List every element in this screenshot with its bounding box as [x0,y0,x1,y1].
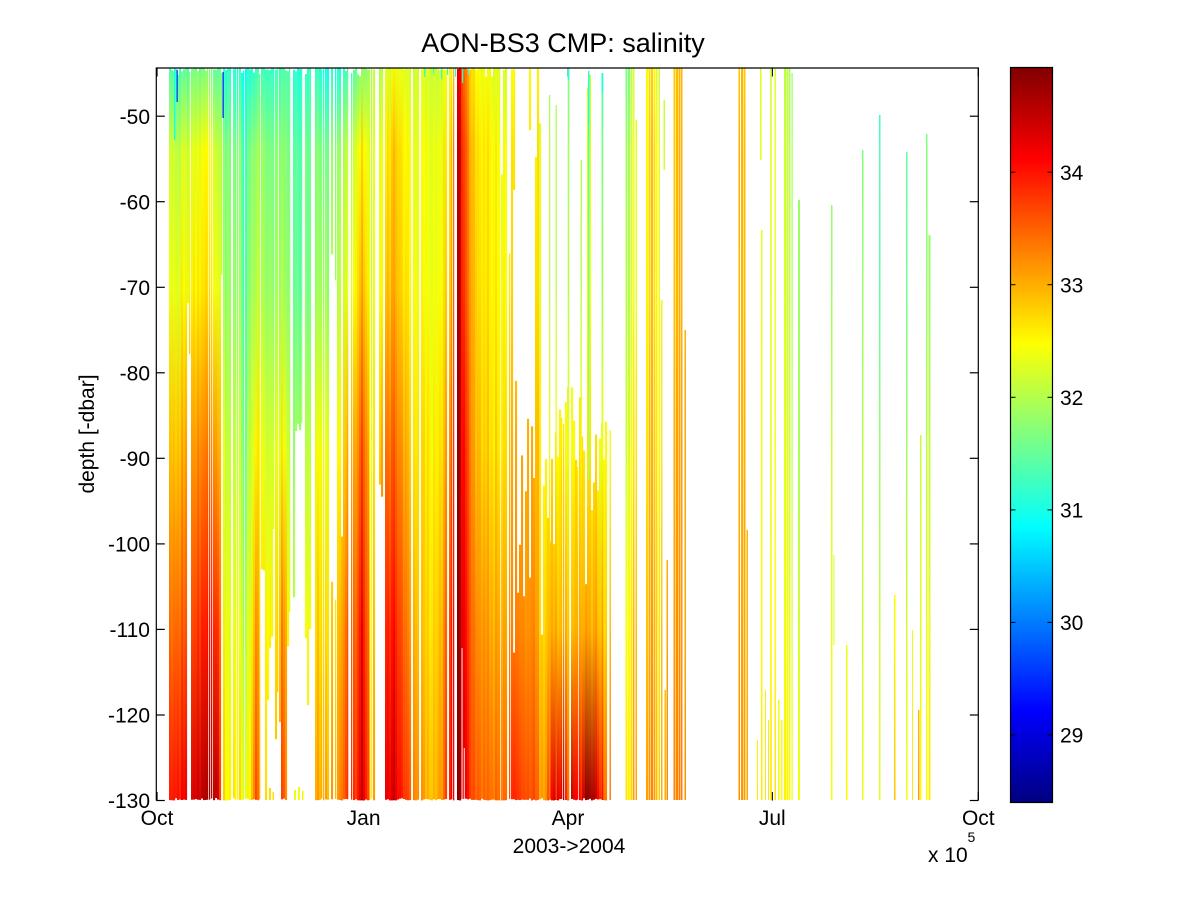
svg-text:Oct: Oct [962,807,995,830]
svg-text:Jan: Jan [347,807,381,830]
svg-text:32: 32 [1060,387,1083,410]
svg-text:-120: -120 [108,705,150,728]
svg-text:depth [-dbar]: depth [-dbar] [76,374,99,493]
svg-text:-70: -70 [120,277,150,300]
svg-text:34: 34 [1060,162,1084,185]
svg-text:AON-BS3 CMP: salinity: AON-BS3 CMP: salinity [421,28,705,58]
svg-text:Jul: Jul [759,807,786,830]
svg-text:-80: -80 [120,362,150,385]
svg-text:x 10: x 10 [928,844,968,867]
svg-text:2003->2004: 2003->2004 [513,835,626,858]
svg-text:30: 30 [1060,612,1083,635]
svg-text:Oct: Oct [141,807,174,830]
svg-text:-130: -130 [108,790,150,813]
svg-text:-90: -90 [120,448,150,471]
svg-text:-50: -50 [120,106,150,129]
svg-text:-100: -100 [108,534,150,557]
svg-text:29: 29 [1060,725,1083,748]
svg-text:31: 31 [1060,500,1083,523]
svg-text:Apr: Apr [552,807,585,830]
svg-text:33: 33 [1060,274,1083,297]
svg-text:-60: -60 [120,191,150,214]
svg-text:-110: -110 [110,619,150,642]
svg-text:5: 5 [968,829,976,845]
